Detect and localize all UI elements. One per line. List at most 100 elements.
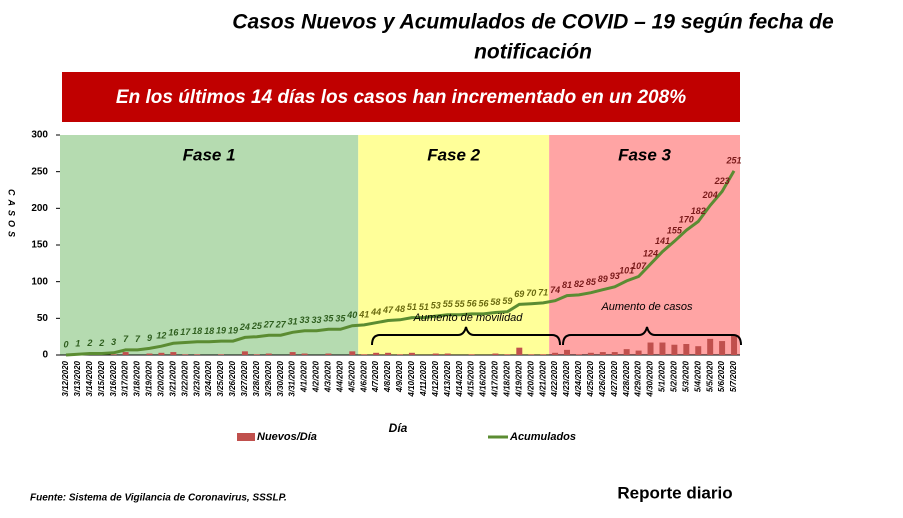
data-label: 41 <box>358 309 369 319</box>
x-tick-label: 5/6/2020 <box>717 360 726 392</box>
banner-text: En los últimos 14 días los casos han inc… <box>116 87 686 108</box>
x-tick-label: 4/21/2020 <box>538 360 547 397</box>
bar <box>504 354 511 355</box>
data-label: 31 <box>288 317 298 327</box>
data-label: 1 <box>75 339 80 349</box>
x-tick-label: 4/8/2020 <box>383 360 392 393</box>
data-label: 182 <box>691 206 706 216</box>
data-label: 25 <box>251 321 263 331</box>
x-tick-label: 4/23/2020 <box>562 360 571 397</box>
data-label: 93 <box>610 271 620 281</box>
data-label: 55 <box>455 299 466 309</box>
bar <box>158 352 165 355</box>
data-label: 58 <box>490 297 500 307</box>
data-label: 85 <box>586 277 597 287</box>
bar <box>647 342 654 355</box>
x-tick-label: 4/3/2020 <box>324 360 333 393</box>
x-tick-label: 4/29/2020 <box>634 360 643 397</box>
y-axis-label: CASOS <box>7 189 17 241</box>
data-label: 2 <box>86 338 92 348</box>
x-tick-label: 5/5/2020 <box>705 360 714 392</box>
x-tick-label: 3/31/2020 <box>288 360 297 396</box>
x-tick-label: 4/22/2020 <box>550 360 559 397</box>
data-label: 18 <box>192 326 202 336</box>
data-label: 101 <box>619 265 634 275</box>
data-label: 2 <box>98 338 104 348</box>
x-tick-label: 4/26/2020 <box>598 360 607 397</box>
bar <box>301 353 308 355</box>
x-tick-label: 4/20/2020 <box>526 360 535 397</box>
bar <box>194 354 201 355</box>
data-label: 51 <box>419 302 429 312</box>
x-tick-label: 5/4/2020 <box>693 360 702 392</box>
bar <box>695 346 702 355</box>
x-tick-label: 4/13/2020 <box>443 360 452 397</box>
x-tick-label: 4/27/2020 <box>610 360 619 397</box>
data-label: 204 <box>702 190 718 200</box>
data-label: 7 <box>135 334 141 344</box>
x-tick-label: 4/17/2020 <box>491 360 500 397</box>
x-tick-label: 4/11/2020 <box>419 360 428 397</box>
bar <box>122 352 129 355</box>
x-tick-label: 4/15/2020 <box>467 360 476 397</box>
bar <box>182 354 189 355</box>
x-tick-label: 5/3/2020 <box>681 360 690 392</box>
bar <box>659 342 666 355</box>
bar <box>444 353 451 355</box>
x-tick-label: 4/19/2020 <box>514 360 523 397</box>
bar <box>385 352 392 355</box>
bar <box>575 354 582 355</box>
bar <box>587 352 594 355</box>
x-tick-label: 3/19/2020 <box>145 360 154 396</box>
footer: Reporte diario <box>617 483 732 502</box>
line <box>65 170 736 357</box>
bar <box>611 352 618 355</box>
data-label: 69 <box>514 289 524 299</box>
chart-title: notificación <box>474 41 592 64</box>
x-axis-label: Día <box>389 421 408 435</box>
x-tick-label: 3/24/2020 <box>204 360 213 396</box>
x-tick-label: 5/1/2020 <box>658 360 667 392</box>
bar <box>432 353 439 355</box>
phase-region <box>358 135 550 355</box>
bar <box>683 344 690 355</box>
data-label: 3 <box>111 337 116 347</box>
data-label: 55 <box>443 299 454 309</box>
y-tick-label: 100 <box>31 276 48 287</box>
source: Fuente: Sistema de Vigilancia de Coronav… <box>30 493 287 504</box>
bar <box>599 352 606 355</box>
phase-region <box>549 135 740 355</box>
x-tick-label: 5/2/2020 <box>669 360 678 392</box>
data-label: 17 <box>180 327 191 337</box>
x-tick-label: 3/13/2020 <box>73 360 82 396</box>
data-label: 89 <box>598 274 608 284</box>
x-tick-label: 3/15/2020 <box>97 360 106 396</box>
data-label: 51 <box>407 302 417 312</box>
x-tick-label: 3/27/2020 <box>240 360 249 396</box>
bar <box>540 354 547 355</box>
data-label: 18 <box>204 326 214 336</box>
data-label: 27 <box>263 320 275 330</box>
data-label: 59 <box>502 296 512 306</box>
y-tick-label: 0 <box>42 350 48 361</box>
x-tick-label: 4/12/2020 <box>431 360 440 397</box>
data-label: 53 <box>431 301 441 311</box>
bar <box>170 352 177 355</box>
x-tick-label: 4/24/2020 <box>574 360 583 397</box>
bar <box>361 354 368 355</box>
bar <box>373 352 380 355</box>
brace <box>371 326 561 346</box>
bar <box>289 352 296 355</box>
x-tick-label: 5/7/2020 <box>729 360 738 392</box>
data-label: 9 <box>147 333 152 343</box>
data-label: 7 <box>123 334 129 344</box>
data-label: 0 <box>63 339 68 349</box>
data-label: 70 <box>526 288 536 298</box>
chart-title: Casos Nuevos y Acumulados de COVID – 19 … <box>232 11 834 34</box>
data-label: 33 <box>311 315 321 325</box>
x-tick-label: 3/28/2020 <box>252 360 261 396</box>
x-tick-label: 4/30/2020 <box>646 360 655 397</box>
bar <box>468 354 475 355</box>
